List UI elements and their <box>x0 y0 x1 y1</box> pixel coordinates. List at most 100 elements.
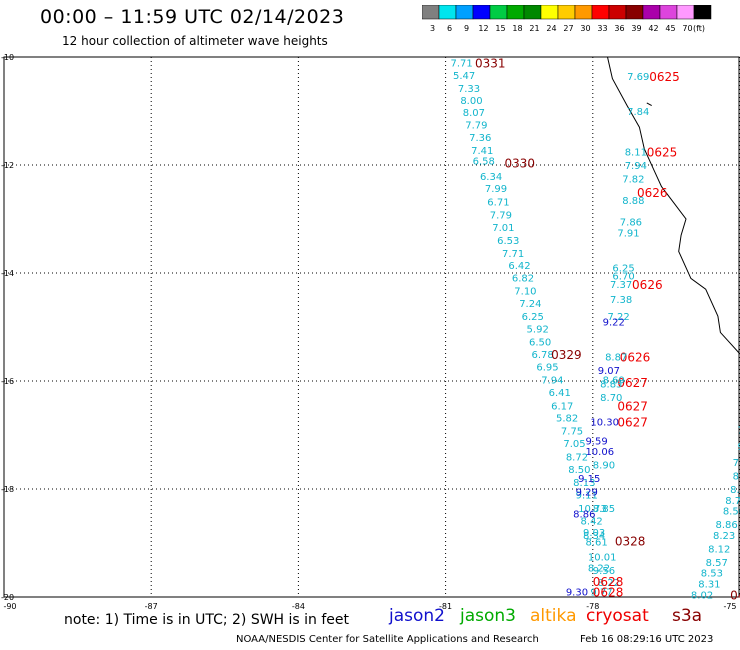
pass-time-label: 0627 <box>617 399 648 413</box>
wave-height-value: 7.05 <box>563 439 585 450</box>
wave-height-value: 9.77 <box>590 588 612 599</box>
wave-height-value: 9.59 <box>585 436 607 447</box>
x-tick-label: -90 <box>3 602 16 611</box>
y-tick-label: -10 <box>1 53 14 62</box>
wave-height-value: 8.00 <box>460 96 482 107</box>
wave-height-value: 6.70 <box>612 272 634 283</box>
wave-height-value: 9.07 <box>598 366 620 377</box>
x-tick-label: -84 <box>292 602 305 611</box>
wave-height-value: 8.90 <box>593 461 615 472</box>
wave-height-value: 8.85 <box>593 504 615 515</box>
wave-height-value: 8.72 <box>566 453 588 464</box>
wave-height-value: 6.25 <box>612 264 634 275</box>
wave-height-value: 8.70 <box>600 393 622 404</box>
y-tick-label: -20 <box>1 593 14 602</box>
coastline <box>607 56 740 355</box>
wave-height-value: 9.56 <box>593 566 615 577</box>
mission-label-jason3: jason3 <box>460 606 516 626</box>
wave-height-value: 7.22 <box>608 312 630 323</box>
wave-height-value: 6.82 <box>512 273 534 284</box>
wave-height-value: 7.69 <box>627 72 649 83</box>
wave-height-value: 6.42 <box>508 261 530 272</box>
wave-height-value: 7.33 <box>458 84 480 95</box>
colorbar-label: 21 <box>529 24 539 33</box>
pass-time-label: 0627 <box>617 376 648 390</box>
pass-time-label: 0625 <box>649 70 680 84</box>
wave-height-value: 7.86 <box>620 218 642 229</box>
wave-height-value: 7.84 <box>627 107 649 118</box>
colorbar-label: 30 <box>580 24 590 33</box>
wave-height-value: 10.06 <box>585 447 614 458</box>
wave-height-value: 7.91 <box>617 229 639 240</box>
footer-note: note: 1) Time is in UTC; 2) SWH is in fe… <box>64 612 350 628</box>
wave-height-value: 7.41 <box>471 146 493 157</box>
wave-height-value: 7.37 <box>610 280 632 291</box>
wave-height-value: 8.22 <box>598 578 620 589</box>
colorbar-label: 36 <box>614 24 624 33</box>
wave-height-value: 7.79 <box>490 211 512 222</box>
pass-time-label: 0440 <box>730 588 740 602</box>
wave-height-value: 8.07 <box>463 108 485 119</box>
pass-time-label: 0627 <box>617 416 648 430</box>
plot-frame <box>3 56 740 598</box>
pass-time-label: 0329 <box>551 348 582 362</box>
wave-height-value: 8.50 <box>568 465 590 476</box>
y-tick-label: -16 <box>1 377 14 386</box>
wave-height-value: 7.71 <box>502 249 524 260</box>
colorbar-label: 18 <box>512 24 522 33</box>
wave-height-value: 7.38 <box>610 295 632 306</box>
colorbar-label: 9 <box>464 24 469 33</box>
wave-height-value: 10.73 <box>578 504 607 515</box>
colorbar-legend: 3 6 9 12 15 18 21 24 27 30 33 36 39 42 45 70 (ft) <box>422 5 712 33</box>
wave-height-value: 7.3 <box>733 458 740 469</box>
x-tick-label: -78 <box>586 602 599 611</box>
wave-height-value: 9.03 <box>583 528 605 539</box>
colorbar-label: 45 <box>665 24 675 33</box>
wave-height-value: 7.94 <box>541 375 563 386</box>
wave-height-value: 8.86 <box>715 520 737 531</box>
y-tick-label: -14 <box>1 269 14 278</box>
wave-height-value: 6.95 <box>536 362 558 373</box>
wave-height-value: 8.42 <box>581 516 603 527</box>
pass-time-label: 0626 <box>620 351 651 365</box>
wave-height-value: 6.41 <box>549 388 571 399</box>
wave-height-value: 8.2 <box>733 472 740 483</box>
wave-height-value: 8.72 <box>725 496 740 507</box>
mission-label-altika: altika <box>530 606 577 626</box>
wave-height-value: 8.50 <box>723 507 740 518</box>
wave-height-value: 5.47 <box>453 71 475 82</box>
wave-height-value: 8.86 <box>573 509 595 520</box>
mission-label-jason2: jason2 <box>389 606 445 626</box>
wave-height-value: 7.71 <box>451 58 473 69</box>
pass-time-label: 0330 <box>504 156 535 170</box>
pass-time-label: 0628 <box>593 586 624 600</box>
wave-height-value: 7.10 <box>514 286 536 297</box>
wave-height-value: 8.53 <box>701 569 723 580</box>
island-outline <box>646 102 652 107</box>
wave-height-value: 6.53 <box>497 236 519 247</box>
pass-time-label: 0328 <box>615 534 646 548</box>
colorbar-label: 24 <box>546 24 556 33</box>
wave-height-value: 8.69 <box>603 375 625 386</box>
wave-height-value: 9.29 <box>576 488 598 499</box>
mission-label-s3a: s3a <box>672 606 703 626</box>
mission-label-cryosat: cryosat <box>586 606 649 626</box>
wave-height-value: 8.83 <box>600 380 622 391</box>
wave-height-value: 8.22 <box>588 563 610 574</box>
wave-height-value: 7.99 <box>485 184 507 195</box>
pass-time-label: 0626 <box>637 186 668 200</box>
wave-height-value: 7.75 <box>561 427 583 438</box>
wave-height-value: 7.79 <box>465 121 487 132</box>
colorbar-label: 3 <box>430 24 435 33</box>
colorbar-swatch <box>693 5 712 20</box>
colorbar-label: 42 <box>648 24 658 33</box>
wave-height-value: 6.58 <box>473 157 495 168</box>
wave-height-value: 9.15 <box>578 474 600 485</box>
wave-height-value: 8.34 <box>583 531 605 542</box>
wave-height-value: 8.13 <box>573 478 595 489</box>
wave-height-value: 6.17 <box>551 401 573 412</box>
colorbar-label: 39 <box>631 24 641 33</box>
wave-height-value: 7 <box>738 426 740 437</box>
wave-height-value: 8.79 <box>730 485 740 496</box>
